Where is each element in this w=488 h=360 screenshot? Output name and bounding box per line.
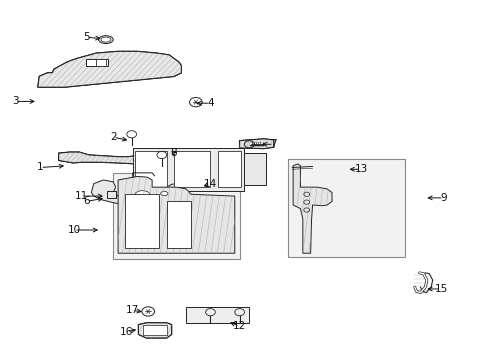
Text: 12: 12 [233,321,246,332]
Polygon shape [239,139,273,149]
Bar [174,152,210,187]
Text: 6: 6 [83,197,90,206]
Polygon shape [38,51,181,87]
Ellipse shape [160,192,167,196]
Polygon shape [138,323,171,338]
Bar [186,307,249,323]
PathPatch shape [138,323,171,338]
Bar [107,192,116,198]
Polygon shape [86,59,108,66]
Ellipse shape [135,191,149,198]
Ellipse shape [101,37,111,42]
Text: 4: 4 [207,98,213,108]
Bar [143,325,166,336]
Text: 8: 8 [170,148,177,158]
Text: 9: 9 [440,193,446,203]
Text: 10: 10 [68,225,81,235]
Text: 7: 7 [270,139,276,149]
Text: 17: 17 [126,305,139,315]
Bar [287,158,404,257]
Text: 11: 11 [75,191,88,201]
Polygon shape [91,180,183,205]
Bar [132,148,244,191]
Text: 5: 5 [83,32,90,42]
Text: 3: 3 [12,96,18,107]
PathPatch shape [118,176,234,253]
Text: 16: 16 [120,327,133,337]
PathPatch shape [239,139,273,149]
Bar [135,152,166,187]
Text: 2: 2 [110,132,116,142]
Polygon shape [59,152,164,164]
Bar [125,194,159,248]
Bar [166,202,191,248]
Ellipse shape [99,36,113,44]
Text: 13: 13 [354,164,367,174]
Text: 14: 14 [203,179,217,189]
PathPatch shape [59,152,164,164]
Polygon shape [292,164,331,253]
Polygon shape [118,176,234,253]
Text: 1: 1 [37,162,43,172]
Text: 15: 15 [434,284,447,294]
Bar [113,173,239,258]
Bar [96,59,106,66]
PathPatch shape [292,164,331,253]
Bar [244,153,266,185]
Bar [217,152,241,187]
PathPatch shape [38,51,181,87]
